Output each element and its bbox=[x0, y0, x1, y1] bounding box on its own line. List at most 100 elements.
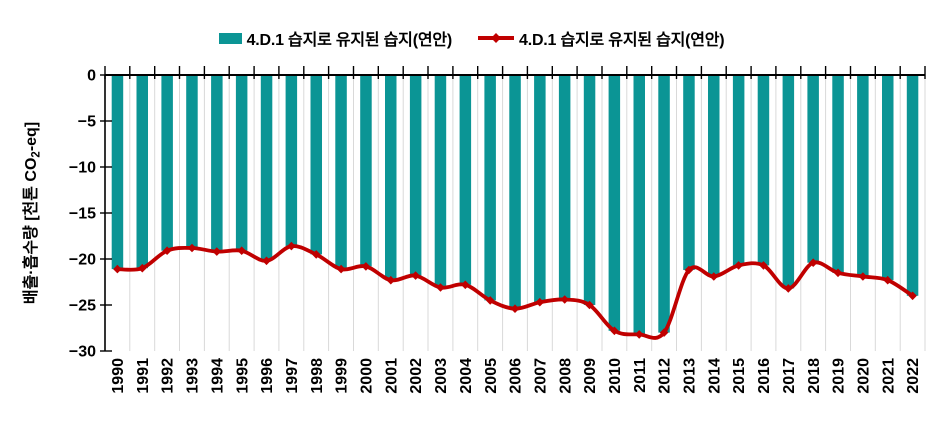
marker-1999 bbox=[336, 264, 346, 274]
legend-item-bar-series: 4.D.1 습지로 유지된 습지(연안) bbox=[218, 26, 453, 50]
marker-2020 bbox=[858, 272, 868, 281]
marker-2019 bbox=[833, 268, 843, 278]
marker-2018 bbox=[808, 258, 818, 267]
y-tick-label--25: −25 bbox=[69, 298, 96, 315]
legend: 4.D.1 습지로 유지된 습지(연안) 4.D.1 습지로 유지된 습지(연안… bbox=[0, 26, 943, 50]
y-tick-label-0: 0 bbox=[87, 68, 96, 85]
legend-line-swatch bbox=[478, 33, 514, 43]
bar-2013 bbox=[683, 75, 695, 270]
marker-2003 bbox=[436, 283, 445, 292]
legend-item-line-series: 4.D.1 습지로 유지된 습지(연안) bbox=[478, 26, 725, 50]
x-tick-label-2012: 2012 bbox=[657, 358, 674, 394]
x-tick-label-2013: 2013 bbox=[682, 358, 699, 394]
marker-2022 bbox=[908, 291, 917, 301]
y-axis-title: 배출·흡수량 [천톤 CO2-eq] bbox=[21, 122, 43, 304]
x-tick-label-1995: 1995 bbox=[234, 358, 251, 394]
bar-1999 bbox=[335, 75, 347, 270]
x-tick-label-2001: 2001 bbox=[383, 358, 400, 394]
marker-2021 bbox=[883, 275, 892, 285]
marker-2009 bbox=[585, 300, 594, 310]
bar-2017 bbox=[782, 75, 795, 289]
bar-1994 bbox=[211, 75, 223, 252]
x-tick-label-2010: 2010 bbox=[607, 358, 624, 394]
marker-1991 bbox=[138, 263, 147, 273]
x-tick-label-1997: 1997 bbox=[284, 358, 301, 394]
marker-2001 bbox=[386, 275, 396, 285]
bar-2014 bbox=[708, 75, 720, 277]
marker-2005 bbox=[485, 296, 495, 305]
bar-2007 bbox=[534, 75, 546, 303]
marker-1996 bbox=[262, 256, 271, 266]
x-tick-label-2015: 2015 bbox=[731, 358, 748, 394]
bar-1993 bbox=[186, 75, 198, 248]
x-tick-label-2006: 2006 bbox=[508, 358, 525, 394]
x-tick-label-2007: 2007 bbox=[532, 358, 549, 394]
y-tick-label--5: −5 bbox=[78, 114, 96, 131]
marker-1994 bbox=[212, 247, 222, 256]
x-tick-label-2003: 2003 bbox=[433, 358, 450, 394]
x-tick-label-1992: 1992 bbox=[160, 358, 177, 394]
marker-1990 bbox=[113, 264, 122, 274]
x-tick-label-2016: 2016 bbox=[756, 358, 773, 394]
marker-1997 bbox=[287, 241, 296, 251]
x-tick-label-2002: 2002 bbox=[408, 358, 425, 394]
bar-1997 bbox=[285, 75, 298, 247]
bar-2022 bbox=[906, 75, 919, 296]
marker-2000 bbox=[361, 262, 371, 271]
bar-2002 bbox=[409, 75, 422, 276]
y-tick-label--15: −15 bbox=[69, 206, 96, 223]
bar-2019 bbox=[832, 75, 844, 273]
y-tick-label--10: −10 bbox=[69, 160, 96, 177]
legend-line-label: 4.D.1 습지로 유지된 습지(연안) bbox=[519, 32, 725, 49]
bar-2003 bbox=[434, 75, 447, 288]
marker-2015 bbox=[734, 261, 743, 270]
bar-2010 bbox=[608, 75, 621, 331]
marker-2002 bbox=[411, 271, 420, 280]
x-tick-label-2019: 2019 bbox=[831, 358, 848, 394]
y-tick-label--20: −20 bbox=[69, 252, 96, 269]
legend-bar-label: 4.D.1 습지로 유지된 습지(연안) bbox=[246, 32, 453, 49]
bar-2005 bbox=[484, 75, 496, 301]
x-tick-label-2011: 2011 bbox=[632, 358, 649, 393]
x-tick-label-2017: 2017 bbox=[781, 358, 798, 394]
marker-1998 bbox=[311, 250, 321, 259]
x-tick-label-2022: 2022 bbox=[905, 358, 922, 394]
x-tick-label-1994: 1994 bbox=[209, 358, 226, 394]
marker-2007 bbox=[535, 297, 545, 307]
x-tick-label-2008: 2008 bbox=[557, 358, 574, 394]
marker-2006 bbox=[510, 304, 520, 313]
legend-bar-swatch bbox=[218, 32, 242, 44]
marker-2011 bbox=[634, 330, 644, 339]
x-tick-label-1998: 1998 bbox=[309, 358, 326, 394]
bar-2021 bbox=[882, 75, 894, 281]
x-tick-label-2014: 2014 bbox=[706, 358, 723, 394]
x-tick-label-1993: 1993 bbox=[185, 358, 202, 394]
x-tick-label-1996: 1996 bbox=[259, 358, 276, 394]
bar-2011 bbox=[633, 75, 645, 335]
x-tick-label-1999: 1999 bbox=[334, 358, 351, 394]
marker-2010 bbox=[610, 326, 619, 336]
marker-2013 bbox=[684, 265, 694, 275]
x-tick-label-1990: 1990 bbox=[110, 358, 127, 394]
bar-1990 bbox=[111, 75, 124, 270]
bar-2009 bbox=[583, 75, 596, 305]
x-tick-label-2005: 2005 bbox=[483, 358, 500, 394]
marker-2008 bbox=[560, 295, 569, 304]
bar-2000 bbox=[360, 75, 372, 267]
bar-2018 bbox=[807, 75, 819, 263]
x-tick-label-2020: 2020 bbox=[856, 358, 873, 394]
x-tick-label-1991: 1991 bbox=[135, 358, 152, 394]
legend-line-diamond-icon bbox=[491, 33, 501, 43]
marker-1995 bbox=[237, 246, 246, 255]
marker-2017 bbox=[784, 284, 793, 293]
y-tick-label--30: −30 bbox=[69, 344, 96, 361]
marker-2012 bbox=[659, 328, 669, 337]
marker-1992 bbox=[162, 246, 172, 255]
bar-1998 bbox=[310, 75, 322, 255]
x-tick-label-2004: 2004 bbox=[458, 358, 475, 394]
marker-2016 bbox=[759, 261, 768, 270]
x-tick-label-2021: 2021 bbox=[880, 358, 897, 394]
bar-1995 bbox=[235, 75, 248, 251]
bar-1991 bbox=[136, 75, 148, 269]
